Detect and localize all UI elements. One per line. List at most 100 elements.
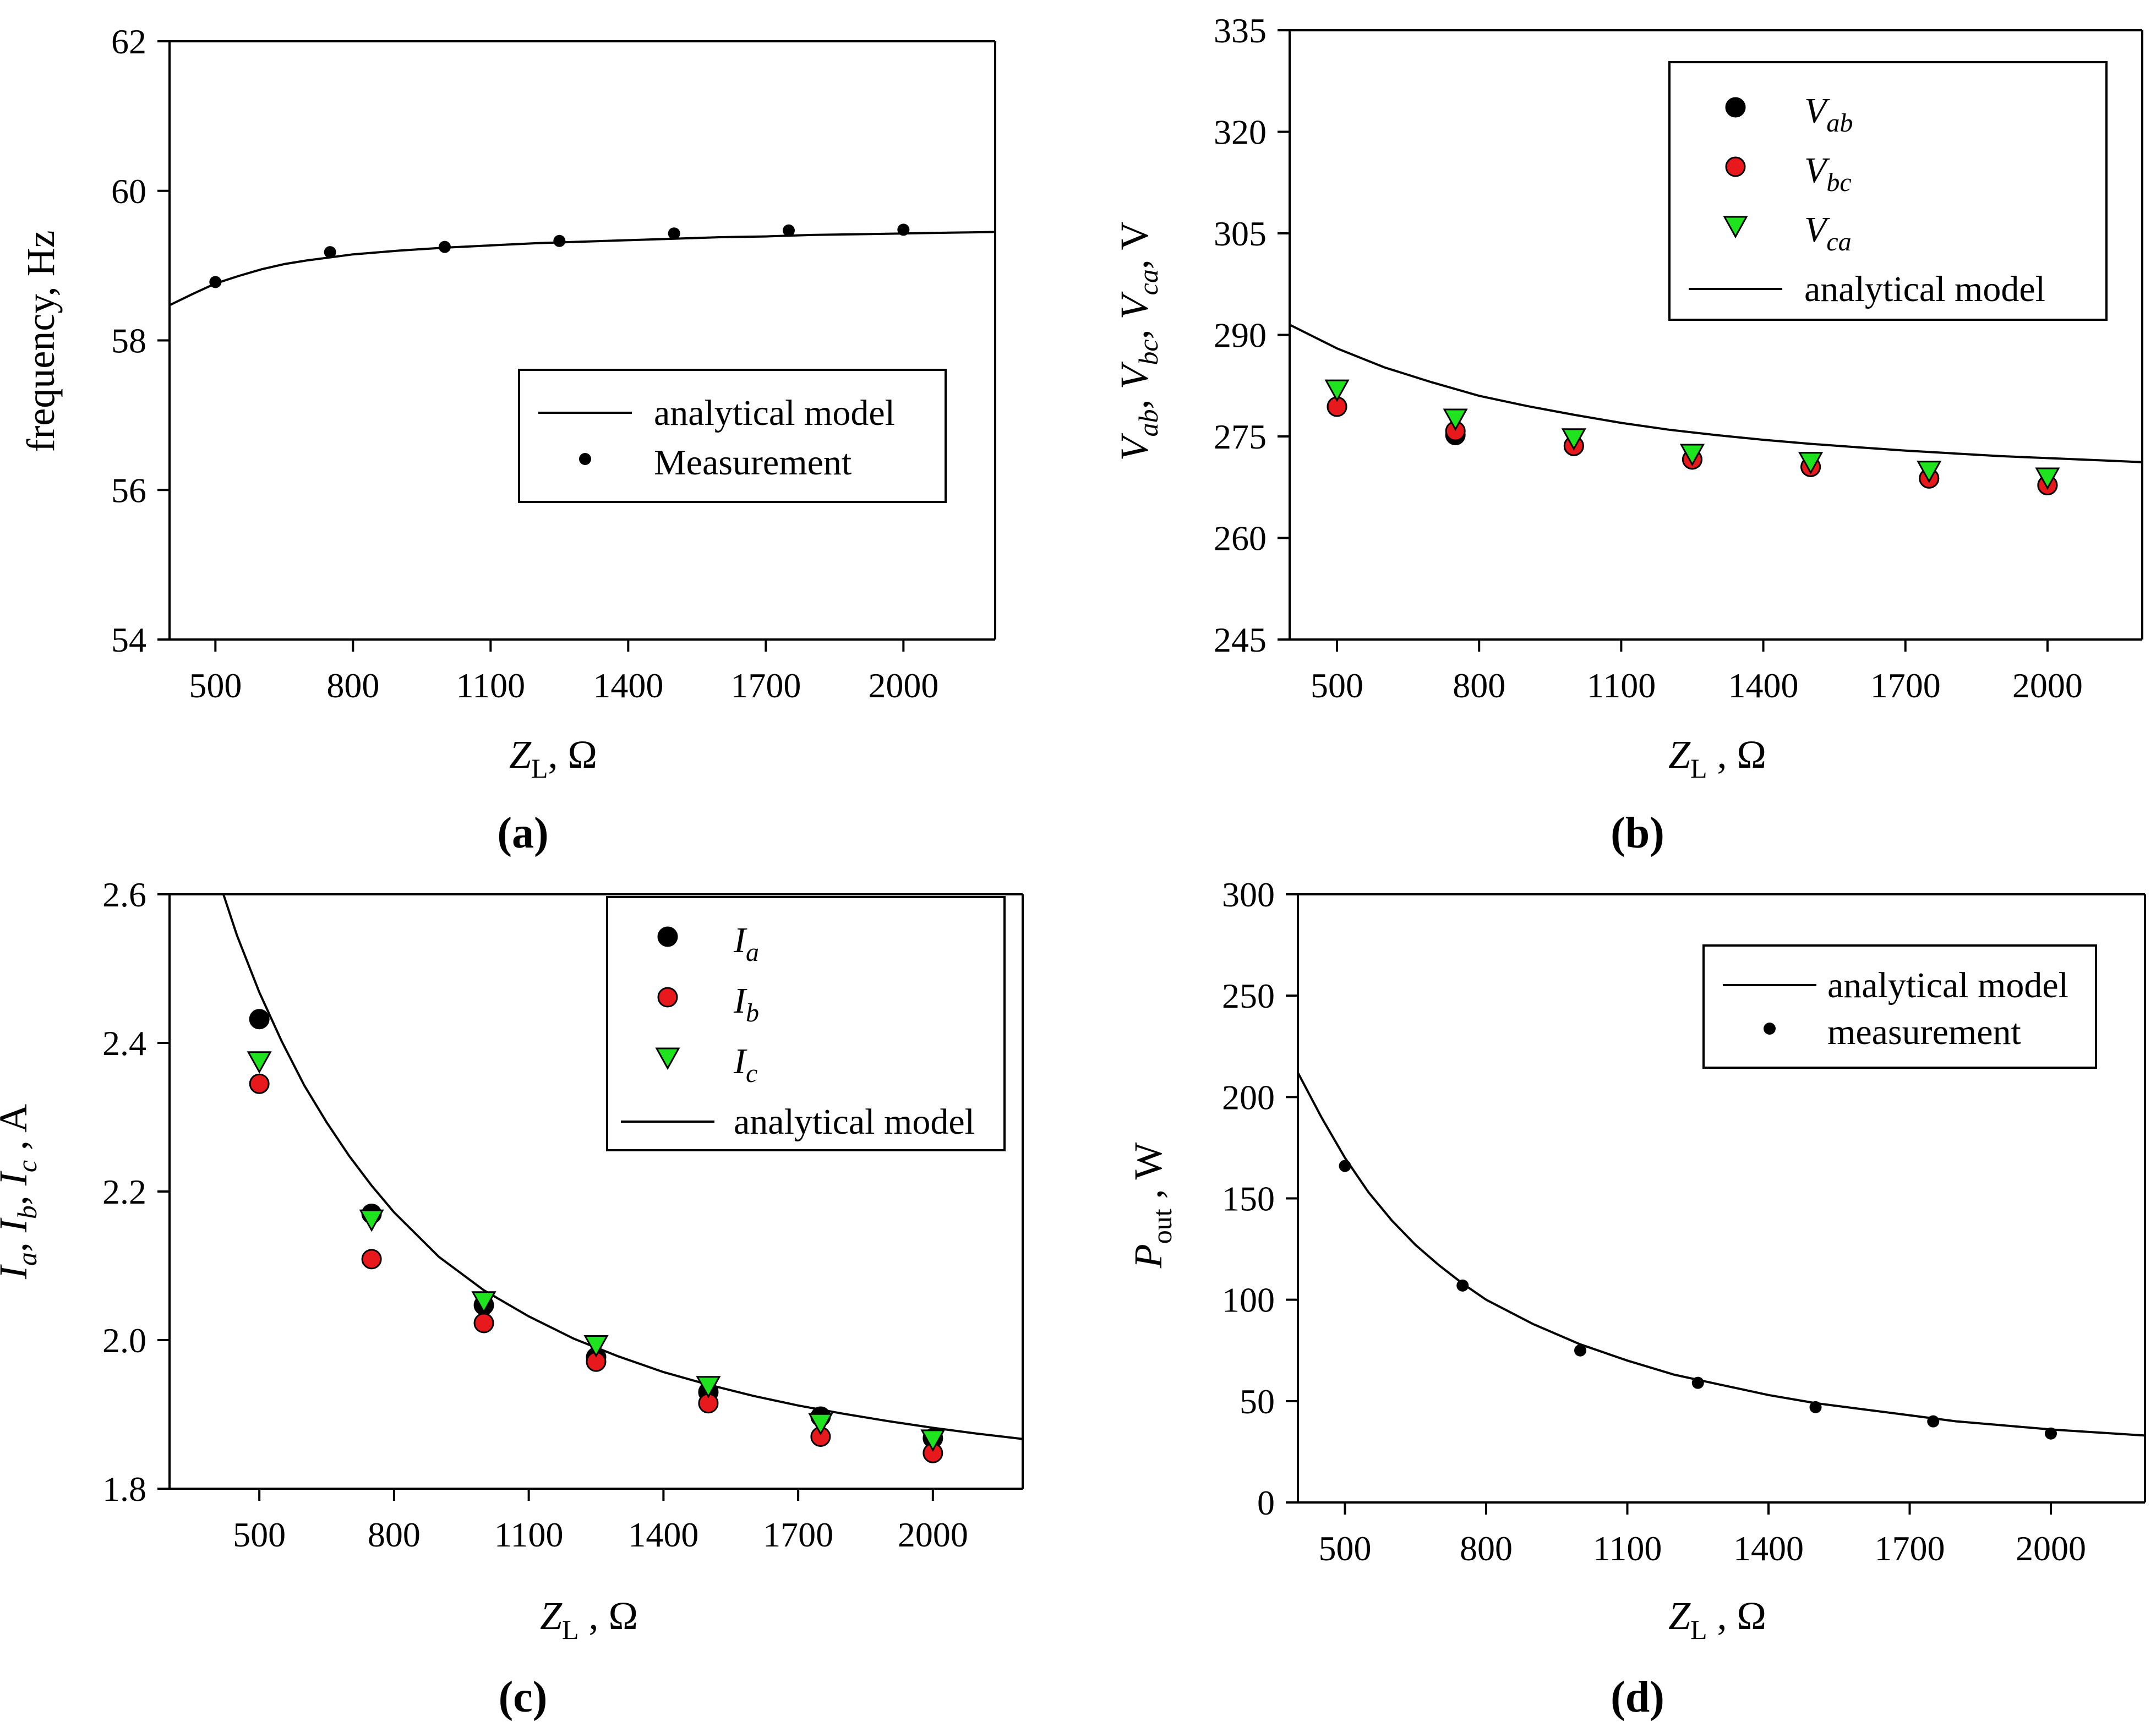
x-tick-label: 500 — [1319, 1529, 1372, 1568]
data-point-ia — [249, 1009, 270, 1030]
y-tick-label: 58 — [111, 321, 146, 360]
data-point-vca — [1443, 408, 1468, 431]
chart-c: 500 800 1100 1400 1700 20001.82.02.22.42.6IaI… — [0, 875, 1024, 1721]
legend-marker-vab — [1725, 97, 1746, 118]
legend-label-main: V — [1804, 91, 1830, 131]
data-point-measurement — [1574, 1344, 1586, 1357]
y-tick-label: 250 — [1222, 976, 1275, 1015]
legend-label-analytical-model: analytical model — [1827, 965, 2068, 1005]
legend-label-sub: ab — [1826, 108, 1853, 138]
data-point-measurement — [1339, 1160, 1351, 1172]
legend-marker-ib — [657, 987, 678, 1008]
data-point-vca — [1679, 444, 1705, 467]
y-axis-label: Pout , W — [1126, 1143, 1177, 1269]
x-tick-label: 1700 — [1875, 1529, 1945, 1568]
data-point-ic — [247, 1051, 272, 1074]
y-tick-label: 62 — [111, 22, 146, 61]
x-tick-label: 800 — [1460, 1529, 1513, 1568]
legend-label-main: I — [733, 1041, 747, 1081]
data-point-ic — [696, 1376, 721, 1398]
legend-label-sub: c — [746, 1059, 757, 1088]
x-tick-label: 1100 — [1593, 1529, 1662, 1568]
y-axis-label-main-0: P — [1126, 1244, 1170, 1269]
data-point-measurement — [439, 241, 451, 253]
y-tick-label: 335 — [1214, 11, 1267, 50]
y-axis-label-sub-2: ca — [1133, 269, 1164, 295]
legend-marker-measurement — [579, 453, 591, 465]
legend-marker-vbc — [1725, 156, 1746, 177]
x-tick-label: 1700 — [763, 1515, 833, 1554]
data-point-measurement — [1456, 1279, 1469, 1292]
legend-marker-ic — [655, 1047, 680, 1070]
legend-label-analytical-model: analytical model — [654, 393, 895, 433]
y-tick-label: 275 — [1214, 417, 1267, 456]
x-axis-label: ZL , Ω — [540, 1594, 638, 1645]
chart-b: 500 800 1100 1400 1700 2000 245 260 275 290 305 320… — [1112, 11, 2143, 857]
x-tick-label: 800 — [326, 666, 379, 705]
legend-marker-measurement — [1764, 1023, 1776, 1035]
y-tick-label: 300 — [1222, 875, 1275, 914]
x-tick-label: 2000 — [868, 666, 938, 705]
data-point-ic — [583, 1335, 609, 1358]
series-line-analytical-model — [222, 894, 1023, 1440]
data-point-measurement — [209, 276, 222, 288]
y-axis-label-main-1: V — [1112, 362, 1156, 390]
x-tick-label: 1700 — [730, 666, 801, 705]
y-axis-label-sub-1: b — [12, 1205, 42, 1219]
x-tick-label: 1400 — [628, 1515, 698, 1554]
y-tick-label: 0 — [1257, 1483, 1275, 1522]
y-tick-label: 1.8 — [102, 1469, 146, 1509]
y-tick-label: 2.0 — [102, 1321, 146, 1360]
data-point-vca — [1798, 452, 1824, 474]
panel-label: (a) — [497, 809, 548, 857]
legend-label-main: I — [733, 920, 747, 960]
y-axis-label-rest-0: , W — [1126, 1143, 1170, 1209]
chart-a: 500 800 1100 1400 1700 2000 54 56 58 60 62 analytic… — [19, 22, 996, 857]
x-axis-label-main: Z — [509, 733, 532, 777]
legend: analytical model Measurement — [518, 369, 947, 503]
data-point-measurement — [897, 223, 910, 236]
data-point-ic — [808, 1413, 833, 1436]
series-line-analytical-model — [170, 231, 995, 307]
legend-box — [518, 369, 947, 503]
x-tick-label: 2000 — [2012, 666, 2083, 705]
y-tick-label: 56 — [111, 471, 146, 510]
legend-marker-vca — [1723, 216, 1748, 239]
y-axis-label-main-1: I — [0, 1217, 35, 1233]
x-axis-label: ZL , Ω — [1668, 1594, 1766, 1645]
series-line-analytical-model — [1298, 1072, 2145, 1437]
data-point-measurement — [1927, 1415, 1940, 1428]
legend-label-measurement: measurement — [1827, 1012, 2021, 1052]
y-axis-label-rest-1: , — [0, 1185, 35, 1205]
legend-label-sub: b — [746, 998, 759, 1028]
x-axis-label-main: Z — [1668, 1594, 1691, 1638]
panel-label: (b) — [1611, 809, 1664, 857]
y-tick-label: 245 — [1214, 620, 1267, 659]
x-tick-label: 1700 — [1870, 666, 1941, 705]
x-tick-label: 800 — [1453, 666, 1505, 705]
data-point-ic — [359, 1209, 384, 1232]
legend-box — [1702, 944, 2097, 1069]
y-axis-label-sub-1: bc — [1133, 339, 1164, 365]
chart-d: 500 800 1100 1400 1700 2000 0 50 100 150 200 250 300… — [1126, 875, 2146, 1721]
y-axis-label-rest-0: , — [0, 1232, 35, 1252]
x-tick-label: 1100 — [1587, 666, 1656, 705]
legend-label-main: I — [733, 981, 747, 1021]
data-point-vca — [2035, 467, 2060, 490]
x-axis-label-rest: , Ω — [1707, 733, 1767, 777]
legend-label-main: V — [1804, 150, 1830, 190]
y-axis-label-sub-2: c — [12, 1160, 42, 1172]
legend-label-ic: Ic — [733, 1041, 757, 1088]
y-axis-label-rest-0: , — [1112, 390, 1156, 409]
legend-label-main: V — [1804, 210, 1830, 250]
legend-label-measurement: Measurement — [654, 442, 852, 483]
y-axis-label-rest-2: , V — [1112, 221, 1156, 269]
y-tick-label: 200 — [1222, 1078, 1275, 1117]
legend: analytical model measurement — [1702, 944, 2097, 1069]
data-point-measurement — [1809, 1401, 1822, 1413]
x-tick-label: 1400 — [1728, 666, 1799, 705]
legend-label-vbc: Vbc — [1804, 150, 1852, 197]
y-axis-label-main-2: I — [0, 1171, 35, 1186]
